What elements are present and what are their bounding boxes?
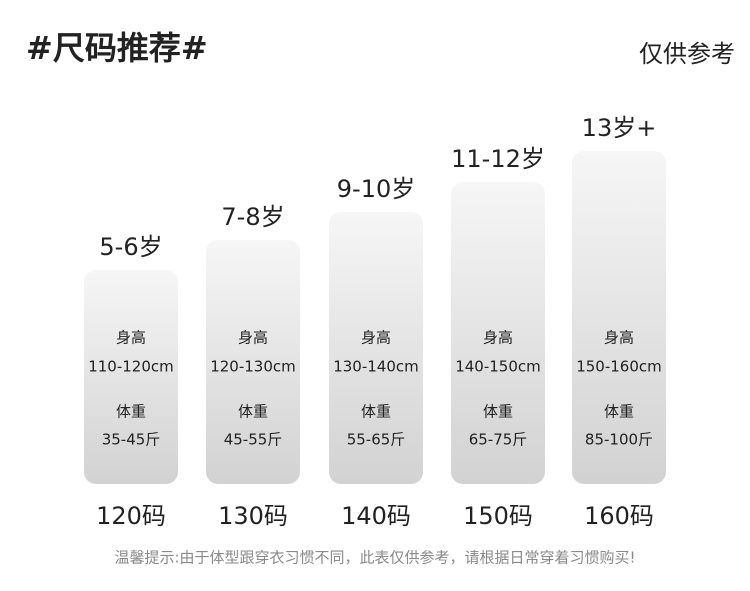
height-label: 身高 bbox=[116, 329, 146, 347]
size-label: 150码 bbox=[463, 502, 533, 530]
title: #尺码推荐# bbox=[26, 29, 208, 67]
size-box bbox=[572, 151, 666, 484]
size-label: 160码 bbox=[584, 502, 654, 530]
age-label: 9-10岁 bbox=[337, 175, 415, 203]
height-range: 140-150cm bbox=[455, 358, 541, 376]
height-range: 110-120cm bbox=[88, 358, 174, 376]
age-label: 11-12岁 bbox=[451, 145, 545, 173]
weight-label: 体重 bbox=[116, 403, 146, 421]
size-box bbox=[206, 240, 300, 484]
height-label: 身高 bbox=[238, 329, 268, 347]
age-label: 5-6岁 bbox=[99, 233, 162, 261]
note: 仅供参考 bbox=[639, 40, 735, 68]
size-label: 140码 bbox=[341, 502, 411, 530]
weight-range: 45-55斤 bbox=[224, 431, 283, 449]
height-range: 130-140cm bbox=[333, 358, 419, 376]
weight-range: 85-100斤 bbox=[585, 431, 653, 449]
weight-range: 55-65斤 bbox=[347, 431, 406, 449]
weight-label: 体重 bbox=[483, 403, 513, 421]
weight-range: 35-45斤 bbox=[102, 431, 161, 449]
size-box bbox=[451, 182, 545, 484]
size-box bbox=[329, 212, 423, 484]
height-label: 身高 bbox=[361, 329, 391, 347]
height-label: 身高 bbox=[483, 329, 513, 347]
footer: 温馨提示:由于体型跟穿衣习惯不同，此表仅供参考，请根据日常穿着习惯购买! bbox=[114, 549, 635, 567]
age-label: 13岁+ bbox=[582, 114, 657, 142]
height-range: 150-160cm bbox=[576, 358, 662, 376]
height-range: 120-130cm bbox=[210, 358, 296, 376]
size-label: 120码 bbox=[96, 502, 166, 530]
height-label: 身高 bbox=[604, 329, 634, 347]
weight-range: 65-75斤 bbox=[469, 431, 528, 449]
size-label: 130码 bbox=[218, 502, 288, 530]
weight-label: 体重 bbox=[604, 403, 634, 421]
weight-label: 体重 bbox=[238, 403, 268, 421]
size-box bbox=[84, 270, 178, 484]
weight-label: 体重 bbox=[361, 403, 391, 421]
age-label: 7-8岁 bbox=[221, 203, 284, 231]
